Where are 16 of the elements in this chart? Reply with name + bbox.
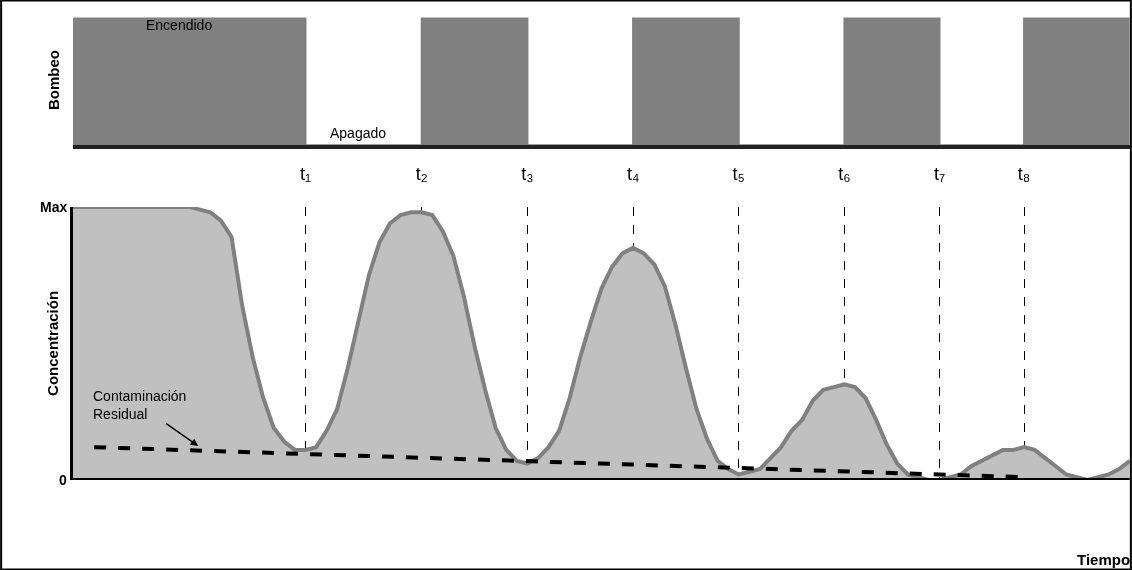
y-axis-title: Bombeo	[45, 50, 63, 111]
annotation: Encendido	[146, 17, 213, 33]
x-tick-label: t₈	[1017, 164, 1031, 185]
x-tick-label: t₂	[415, 164, 428, 185]
x-tick-label: t₃	[521, 164, 534, 185]
annotation: Contaminación Residual	[93, 388, 187, 423]
x-tick-label: t₄	[626, 164, 640, 185]
x-tick-label: t₆	[838, 164, 851, 185]
y-axis-title: Concentración	[44, 290, 62, 396]
x-tick-label: t₁	[299, 164, 312, 185]
text: Max	[40, 199, 68, 215]
x-tick-label: t₅	[732, 164, 745, 185]
x-tick-label: t₇	[933, 164, 946, 185]
text: 0	[59, 472, 67, 488]
x-axis-title: Tiempo	[1077, 551, 1131, 568]
annotation: Apagado	[330, 125, 387, 141]
